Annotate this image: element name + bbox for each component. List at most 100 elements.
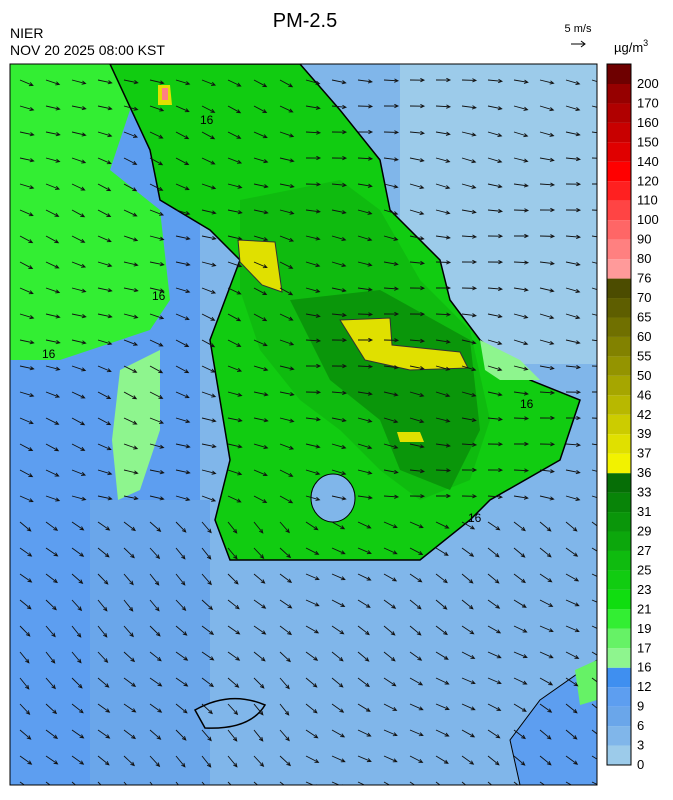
wind-arrow	[279, 287, 294, 296]
wind-arrow	[565, 729, 578, 740]
colorbar-label: 170	[637, 95, 659, 110]
wind-arrow	[149, 599, 160, 612]
colorbar-label: 120	[637, 173, 659, 188]
colorbar-segment	[607, 259, 631, 279]
wind-arrow	[461, 521, 476, 530]
wind-arrow	[149, 729, 162, 740]
wind-arrow	[591, 157, 597, 159]
wind-arrow	[19, 79, 34, 87]
wind-arrow	[201, 677, 215, 688]
wind-arrow	[357, 129, 374, 135]
wind-arrow	[565, 573, 580, 582]
wind-arrow	[253, 417, 269, 423]
wind-arrow	[565, 287, 581, 293]
wind-arrow	[279, 443, 295, 450]
wind-arrow	[487, 442, 504, 447]
wind-arrow	[357, 337, 374, 343]
wind-arrow	[539, 521, 552, 532]
wind-arrow	[227, 625, 241, 635]
wind-arrow	[383, 547, 398, 555]
wind-arrow	[175, 391, 190, 399]
wind-arrow	[409, 311, 426, 317]
wind-arrow	[123, 131, 139, 138]
wind-arrow	[539, 547, 552, 558]
wind-arrow	[253, 79, 268, 88]
wind-arrow	[175, 729, 187, 741]
wind-arrow	[149, 313, 165, 320]
wind-arrow	[201, 339, 216, 348]
wind-arrow	[19, 599, 32, 610]
wind-arrow	[331, 573, 346, 581]
wind-arrow	[149, 183, 164, 191]
wind-arrow	[279, 547, 292, 559]
wind-arrow	[19, 469, 34, 478]
wind-arrow	[279, 469, 294, 477]
wind-arrow	[591, 183, 597, 185]
wind-arrow	[487, 781, 493, 785]
wind-arrow	[383, 677, 397, 687]
wind-arrow	[487, 131, 503, 138]
wind-arrow	[409, 494, 426, 499]
wind-arrow	[409, 157, 425, 163]
wind-arrow	[227, 521, 238, 534]
wind-arrow	[97, 287, 113, 293]
wind-arrow	[461, 467, 478, 473]
wind-arrow	[175, 79, 191, 86]
wind-arrow	[201, 573, 212, 586]
wind-arrow	[45, 235, 60, 244]
wind-arrow	[487, 78, 503, 84]
wind-arrow	[357, 573, 372, 581]
wind-arrow	[97, 677, 110, 688]
wind-arrow	[513, 729, 526, 740]
wind-arrow	[201, 781, 206, 785]
wind-arrow	[279, 235, 295, 242]
wind-arrow	[45, 443, 60, 452]
wind-arrow	[539, 703, 553, 713]
wind-arrow	[253, 365, 269, 372]
wind-arrow	[539, 755, 552, 766]
wind-arrow	[565, 261, 581, 267]
wind-arrow	[201, 131, 216, 140]
wind-arrow	[539, 573, 553, 583]
wind-arrow	[227, 651, 241, 661]
wind-arrow	[461, 78, 478, 83]
wind-arrow	[149, 469, 165, 475]
wind-arrow	[513, 391, 529, 396]
colorbar-segment	[607, 492, 631, 513]
wind-arrow	[175, 417, 191, 424]
colorbar-segment	[607, 648, 631, 668]
wind-arrow	[19, 677, 30, 690]
wind-arrow	[71, 651, 82, 664]
wind-arrow	[97, 183, 112, 192]
wind-arrow	[123, 495, 139, 501]
wind-arrow	[539, 390, 556, 395]
wind-arrow	[461, 183, 477, 189]
colorbar: 0369121617192123252729313336373942465055…	[606, 63, 659, 772]
wind-arrow	[97, 651, 109, 663]
wind-arrow	[539, 313, 555, 320]
wind-arrow	[19, 443, 34, 452]
wind-arrow	[383, 391, 399, 397]
wind-arrow	[487, 365, 503, 372]
wind-arrow	[487, 339, 503, 345]
wind-arrow	[435, 677, 450, 685]
wind-arrow	[539, 495, 555, 501]
wind-arrow	[253, 443, 269, 450]
wind-arrow	[539, 625, 554, 633]
wind-arrow	[409, 235, 425, 241]
wind-arrow	[201, 521, 212, 534]
colorbar-label: 65	[637, 309, 651, 324]
wind-arrow	[201, 443, 217, 449]
wind-arrow	[487, 625, 502, 634]
wind-arrow	[175, 625, 188, 636]
wind-arrow	[175, 703, 188, 714]
wind-arrow	[123, 79, 139, 85]
wind-arrow	[357, 364, 374, 369]
colorbar-label: 46	[637, 387, 651, 402]
wind-arrow	[45, 651, 56, 664]
wind-arrow	[435, 547, 449, 556]
wind-arrow	[253, 391, 269, 397]
colorbar-label: 12	[637, 679, 651, 694]
wind-arrow	[565, 781, 573, 785]
wind-arrow	[19, 183, 35, 190]
